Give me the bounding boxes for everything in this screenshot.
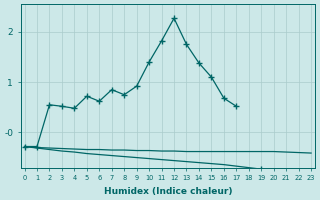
X-axis label: Humidex (Indice chaleur): Humidex (Indice chaleur)	[104, 187, 232, 196]
